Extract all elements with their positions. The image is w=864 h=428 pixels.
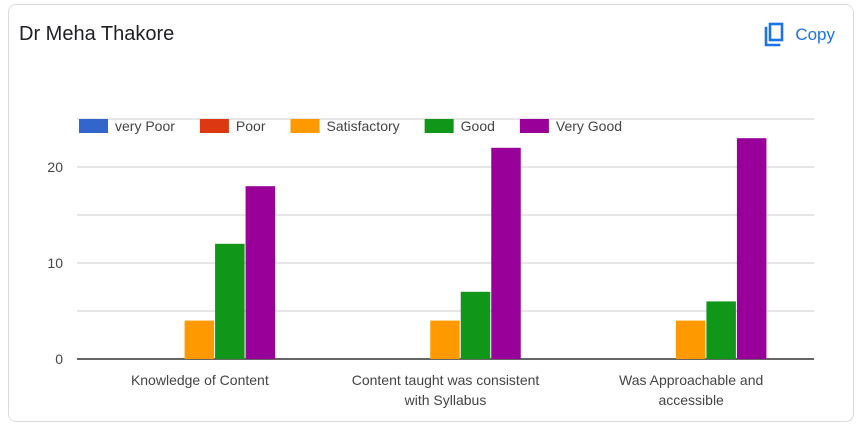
copy-label: Copy (795, 25, 835, 44)
bar-very-good (736, 138, 767, 359)
bar-very-good (491, 147, 521, 359)
x-tick-label: with Syllabus (404, 392, 487, 408)
y-tick-label: 0 (55, 351, 63, 367)
legend-label: very Poor (115, 118, 175, 134)
bar-satisfactory (675, 320, 706, 359)
legend-swatch (519, 119, 549, 133)
x-tick-label: Knowledge of Content (131, 372, 269, 388)
bar-good (460, 291, 491, 359)
bar-satisfactory (184, 320, 215, 359)
legend-swatch (79, 119, 108, 133)
bar-good (706, 301, 736, 359)
x-tick-label: Was Approachable and (619, 372, 763, 388)
legend-label: Good (461, 118, 495, 134)
legend-swatch (199, 119, 229, 133)
legend-swatch (424, 119, 454, 133)
legend-label: Satisfactory (327, 118, 400, 134)
y-tick-label: 10 (47, 255, 63, 271)
copy-icon (765, 22, 784, 47)
y-tick-label: 20 (47, 159, 63, 175)
x-tick-label: accessible (658, 392, 724, 408)
copy-button[interactable]: Copy (759, 17, 839, 53)
legend-label: Very Good (556, 118, 622, 134)
x-tick-label: Content taught was consistent (352, 372, 540, 388)
bar-very-good (245, 186, 276, 359)
bar-good (215, 243, 245, 359)
bar-satisfactory (430, 320, 460, 359)
legend-swatch (290, 119, 320, 133)
legend-label: Poor (236, 118, 266, 134)
chart-title: Dr Meha Thakore (19, 23, 175, 45)
